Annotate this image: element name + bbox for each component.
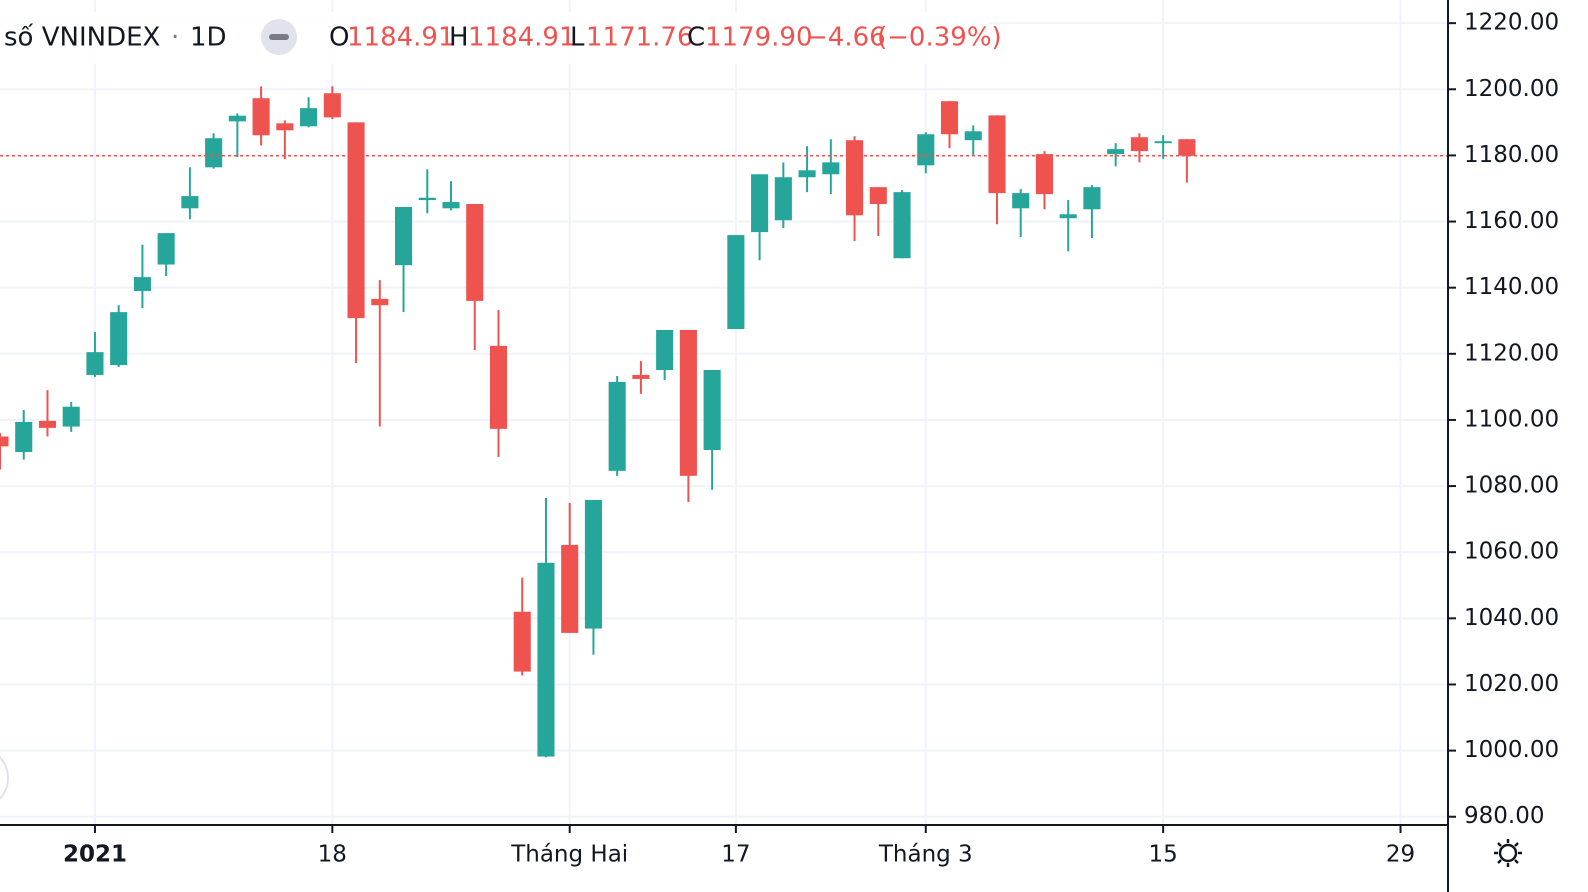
candle-body	[1107, 149, 1125, 155]
candle-body	[252, 98, 270, 136]
x-tick-label: Tháng 3	[878, 842, 973, 868]
candle-body	[1059, 214, 1077, 219]
y-tick-label: 1200.00	[1464, 76, 1559, 102]
candle-body	[205, 138, 223, 168]
candle-body	[727, 235, 745, 330]
y-tick-label: 1040.00	[1464, 605, 1559, 631]
candle-body	[394, 206, 413, 266]
toggle-icon	[269, 34, 289, 40]
y-tick-label: 1220.00	[1464, 10, 1559, 36]
symbol: số VNINDEX	[4, 23, 160, 53]
candle-body	[893, 192, 911, 259]
y-tick-label: 1060.00	[1464, 539, 1559, 565]
header-bg	[0, 12, 990, 64]
settings-icon[interactable]	[1494, 839, 1522, 867]
high-label: H	[449, 23, 469, 53]
change-percent: (−0.39%)	[877, 23, 1002, 53]
candle-body	[442, 202, 460, 209]
candle-body	[418, 197, 436, 201]
interval: 1D	[190, 23, 227, 53]
candle-body	[1012, 193, 1030, 209]
y-tick-label: 980.00	[1464, 803, 1544, 829]
low-label: L	[570, 23, 585, 53]
candle-body	[656, 330, 674, 371]
candle-body	[988, 115, 1006, 194]
candle-body	[513, 611, 531, 672]
candle-body	[38, 420, 57, 428]
scroll-button[interactable]	[0, 748, 9, 808]
candle-body	[157, 233, 175, 265]
candle-body	[1083, 187, 1101, 210]
x-tick-label: 18	[318, 842, 347, 868]
x-tick-label: 29	[1386, 842, 1415, 868]
y-tick-label: 1000.00	[1464, 737, 1559, 763]
candle-body	[608, 381, 626, 471]
candle-body	[703, 370, 721, 451]
y-tick-label: 1120.00	[1464, 340, 1559, 366]
open-value: 1184.91	[347, 23, 455, 53]
candle-body	[323, 93, 341, 118]
candle-body	[917, 134, 935, 166]
y-tick-label: 1160.00	[1464, 208, 1559, 234]
candle-body	[371, 298, 389, 306]
candle-body	[110, 312, 128, 366]
close-value: 1179.90	[705, 23, 813, 53]
candle-body	[869, 187, 887, 205]
axes: 980.00 1000.00 1020.00 1040.00 1060.00 1080.0…	[63, 10, 1559, 868]
candle-body	[489, 345, 508, 429]
candle-body	[181, 196, 199, 209]
candle-body	[0, 436, 9, 447]
candle-body	[964, 131, 982, 141]
candle-body	[846, 140, 864, 216]
candle-body	[15, 421, 33, 453]
candle-body	[561, 544, 579, 633]
candle-body	[347, 122, 365, 319]
candle-body	[1178, 139, 1196, 156]
candle-body	[822, 162, 840, 175]
x-tick-label: 15	[1149, 842, 1178, 868]
y-tick-label: 1080.00	[1464, 473, 1559, 499]
candle-body	[940, 101, 959, 135]
x-tick-label: 2021	[63, 842, 127, 868]
candle-body	[133, 277, 151, 291]
candle-body	[632, 374, 650, 379]
candle-body	[276, 123, 294, 131]
x-tick-label: 17	[721, 842, 750, 868]
candle-body	[466, 204, 484, 301]
candle-body	[1154, 141, 1172, 144]
candle-body	[300, 108, 318, 127]
candle-body	[751, 174, 769, 233]
candle-body	[1130, 137, 1148, 152]
candle-body	[774, 177, 792, 221]
candle-body	[86, 352, 104, 375]
low-value: 1171.76	[586, 23, 694, 53]
y-tick-label: 1100.00	[1464, 406, 1559, 432]
candles	[0, 86, 1448, 758]
candle-body	[679, 330, 697, 476]
candle-body	[228, 115, 246, 122]
candle-body	[62, 406, 80, 427]
candle-body	[584, 499, 602, 629]
y-tick-label: 1020.00	[1464, 671, 1559, 697]
y-tick-label: 1140.00	[1464, 274, 1559, 300]
grid	[0, 0, 1448, 825]
separator: ·	[171, 23, 179, 53]
header: số VNINDEX · 1D O 1184.91 H 1184.91 L 11…	[0, 12, 1002, 64]
y-tick-label: 1180.00	[1464, 142, 1559, 168]
candle-body	[537, 562, 555, 757]
candle-body	[798, 170, 816, 178]
open-label: O	[329, 23, 349, 53]
candle-body	[1035, 154, 1054, 195]
change: −4.66	[806, 23, 886, 53]
close-label: C	[687, 23, 705, 53]
x-tick-label: Tháng Hai	[510, 842, 628, 868]
high-value: 1184.91	[468, 23, 576, 53]
